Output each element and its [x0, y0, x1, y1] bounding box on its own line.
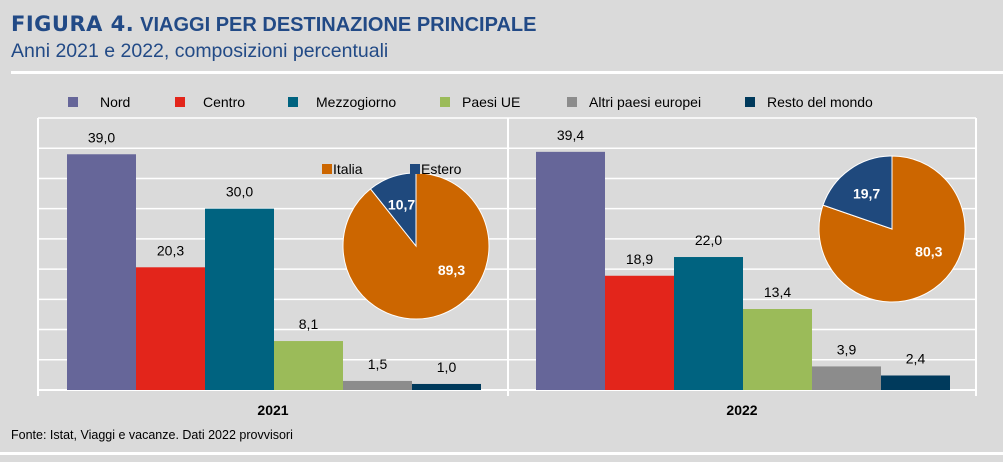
bar-value-label: 1,0 — [437, 359, 457, 375]
pie-value-label: 89,3 — [438, 262, 465, 278]
bar-value-label: 2,4 — [906, 350, 926, 366]
figure-title: FIGURA 4. VIAGGI PER DESTINAZIONE PRINCI… — [11, 12, 536, 37]
figure-label: FIGURA 4. — [11, 12, 135, 36]
bar-value-label: 8,1 — [299, 316, 319, 332]
bar — [205, 208, 274, 390]
legend-label: Nord — [100, 94, 130, 110]
bar-value-label: 22,0 — [695, 232, 722, 248]
bar — [274, 341, 343, 390]
bar — [343, 380, 412, 390]
bar-value-label: 18,9 — [626, 251, 653, 267]
legend-label: Mezzogiorno — [316, 94, 396, 110]
source-note: Fonte: Istat, Viaggi e vacanze. Dati 202… — [11, 428, 293, 442]
title-text: VIAGGI PER DESTINAZIONE PRINCIPALE — [140, 14, 537, 36]
bar-value-label: 30,0 — [226, 184, 253, 200]
bar — [881, 375, 950, 390]
bar-value-label: 13,4 — [764, 284, 791, 300]
category-label: 2022 — [726, 402, 757, 418]
bar — [67, 154, 136, 390]
divider — [0, 452, 1003, 455]
bar-value-label: 39,4 — [557, 127, 584, 143]
bar — [536, 151, 605, 390]
pie-value-label: 10,7 — [388, 197, 415, 213]
bar — [812, 366, 881, 390]
legend-swatch — [288, 97, 298, 107]
pie-value-label: 19,7 — [853, 185, 880, 201]
bar-value-label: 39,0 — [88, 129, 115, 145]
legend-swatch — [175, 97, 185, 107]
legend-label: Paesi UE — [462, 94, 520, 110]
bar — [674, 257, 743, 390]
bar — [412, 383, 481, 390]
pie-legend-swatch — [410, 164, 420, 174]
legend-label: Centro — [203, 94, 245, 110]
bar-value-label: 3,9 — [837, 341, 857, 357]
legend-swatch — [68, 97, 78, 107]
divider — [11, 71, 1003, 74]
pie-legend-label: Estero — [421, 161, 462, 177]
legend-label: Altri paesi europei — [589, 94, 701, 110]
legend-swatch — [567, 97, 577, 107]
bar — [743, 309, 812, 390]
pie-legend-label: Italia — [333, 161, 363, 177]
bar-value-label: 1,5 — [368, 356, 388, 372]
bar — [136, 267, 205, 390]
pie-slice-estero — [822, 155, 893, 230]
pie-legend-swatch — [322, 164, 332, 174]
category-label: 2021 — [257, 402, 288, 418]
legend-swatch — [745, 97, 755, 107]
bar-value-label: 20,3 — [157, 242, 184, 258]
subtitle: Anni 2021 e 2022, composizioni percentua… — [11, 40, 389, 62]
pie-value-label: 80,3 — [915, 243, 942, 259]
legend-swatch — [440, 97, 450, 107]
bar — [605, 275, 674, 390]
legend-label: Resto del mondo — [767, 94, 873, 110]
